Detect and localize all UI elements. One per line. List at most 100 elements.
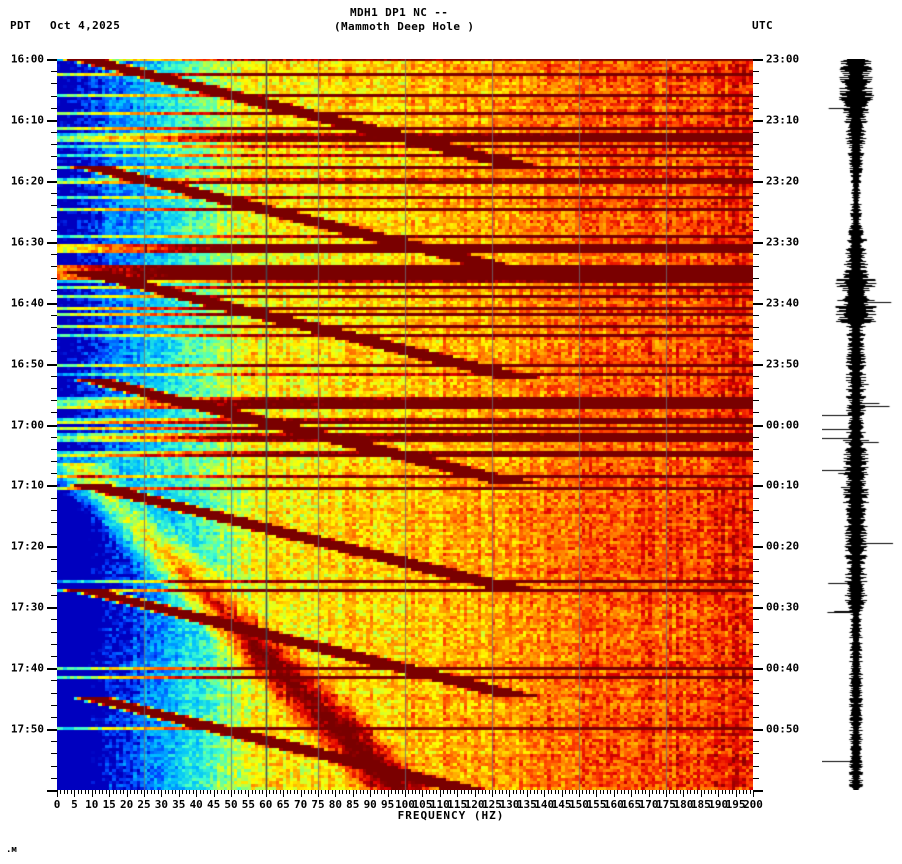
freq-tick-minor <box>394 790 396 794</box>
axis-tick-minor <box>51 741 57 743</box>
axis-tick-major <box>753 119 763 122</box>
axis-tick-major <box>47 546 57 549</box>
freq-tick-minor <box>467 790 469 794</box>
axis-tick-major <box>753 668 763 671</box>
axis-tick-minor <box>51 509 57 511</box>
axis-tick-minor <box>51 144 57 146</box>
freq-tick-minor <box>558 790 560 794</box>
freq-tick-minor <box>321 790 323 794</box>
axis-tick-minor <box>51 521 57 523</box>
freq-tick-minor <box>380 790 382 794</box>
freq-tick-minor <box>70 790 72 794</box>
freq-tick-label: 105 <box>412 798 433 811</box>
freq-tick-minor <box>140 790 142 794</box>
header-timezone-left: PDT <box>10 19 32 32</box>
axis-tick-minor <box>753 71 759 73</box>
freq-tick-minor <box>634 790 636 794</box>
freq-tick-major <box>526 790 528 797</box>
axis-tick-minor <box>51 339 57 341</box>
axis-tick-minor <box>753 412 759 414</box>
freq-tick-minor <box>349 790 351 794</box>
axis-tick-minor <box>51 314 57 316</box>
freq-tick-minor <box>725 790 727 794</box>
freq-tick-major <box>492 790 493 797</box>
freq-tick-minor <box>133 790 135 794</box>
axis-tick-label: 16:30 <box>10 235 44 249</box>
axis-tick-minor <box>51 643 57 645</box>
freq-tick-minor <box>512 790 514 794</box>
freq-tick-minor <box>377 790 379 794</box>
freq-tick-minor <box>627 790 629 794</box>
freq-tick-major <box>405 790 406 797</box>
axis-tick-label: 00:00 <box>766 418 800 431</box>
axis-tick-major <box>47 790 57 792</box>
freq-tick-minor <box>432 790 434 794</box>
freq-tick-label: 70 <box>293 798 308 811</box>
freq-tick-minor <box>728 790 730 794</box>
axis-tick-label: 16:10 <box>10 113 44 127</box>
freq-tick-label: 185 <box>690 798 711 811</box>
axis-tick-minor <box>753 351 759 353</box>
axis-tick-major <box>47 424 57 427</box>
freq-tick-major <box>474 790 476 797</box>
freq-tick-major <box>161 790 163 797</box>
freq-tick-major <box>753 790 754 797</box>
freq-tick-label: 175 <box>656 798 676 811</box>
axis-tick-minor <box>51 631 57 633</box>
freq-tick-minor <box>505 790 507 794</box>
freq-tick-label: 120 <box>464 798 485 811</box>
freq-tick-label: 90 <box>363 798 377 811</box>
freq-tick-minor <box>373 790 375 794</box>
freq-tick-minor <box>610 790 612 794</box>
freq-tick-label: 180 <box>673 798 694 811</box>
freq-tick-label: 200 <box>743 798 763 811</box>
freq-tick-minor <box>258 790 260 794</box>
freq-tick-minor <box>401 790 403 794</box>
axis-tick-minor <box>51 448 57 450</box>
axis-tick-minor <box>753 509 759 511</box>
axis-tick-minor <box>51 327 57 329</box>
axis-tick-minor <box>51 71 57 73</box>
axis-tick-label: 00:30 <box>766 600 800 614</box>
spectrogram-plot[interactable] <box>57 59 753 790</box>
axis-tick-label: 16:50 <box>10 357 44 371</box>
axis-tick-minor <box>753 314 759 316</box>
axis-tick-minor <box>51 168 57 170</box>
axis-tick-minor <box>51 655 57 657</box>
freq-tick-minor <box>585 790 587 794</box>
axis-tick-label: 00:10 <box>766 478 800 492</box>
freq-tick-minor <box>63 790 65 794</box>
freq-tick-minor <box>251 790 253 794</box>
freq-tick-minor <box>286 790 288 794</box>
freq-tick-minor <box>102 790 104 794</box>
freq-tick-minor <box>297 790 299 794</box>
freq-tick-minor <box>669 790 671 794</box>
freq-tick-minor <box>192 790 194 794</box>
freq-tick-minor <box>84 790 86 794</box>
axis-tick-minor <box>51 156 57 158</box>
freq-tick-minor <box>446 790 448 794</box>
freq-tick-major <box>196 790 198 797</box>
freq-tick-minor <box>116 790 118 794</box>
axis-tick-major <box>47 302 57 305</box>
freq-tick-label: 130 <box>499 798 520 811</box>
axis-tick-minor <box>51 473 57 475</box>
freq-tick-minor <box>293 790 295 794</box>
page-subtitle: (Mammoth Deep Hole ) <box>334 20 475 33</box>
freq-tick-minor <box>269 790 271 794</box>
axis-tick-minor <box>753 375 759 377</box>
axis-tick-minor <box>753 387 759 389</box>
axis-tick-minor <box>51 570 57 572</box>
axis-tick-minor <box>753 266 759 268</box>
freq-tick-label: 35 <box>172 798 186 811</box>
freq-tick-minor <box>746 790 748 794</box>
freq-tick-label: 155 <box>586 798 607 811</box>
freq-tick-minor <box>345 790 347 794</box>
freq-tick-minor <box>234 790 236 794</box>
axis-tick-label: 23:20 <box>766 174 800 188</box>
axis-tick-minor <box>753 95 759 97</box>
axis-tick-minor <box>753 765 759 767</box>
seismogram-trace <box>822 59 900 790</box>
axis-tick-minor <box>51 704 57 706</box>
axis-tick-label: 17:40 <box>10 661 44 675</box>
